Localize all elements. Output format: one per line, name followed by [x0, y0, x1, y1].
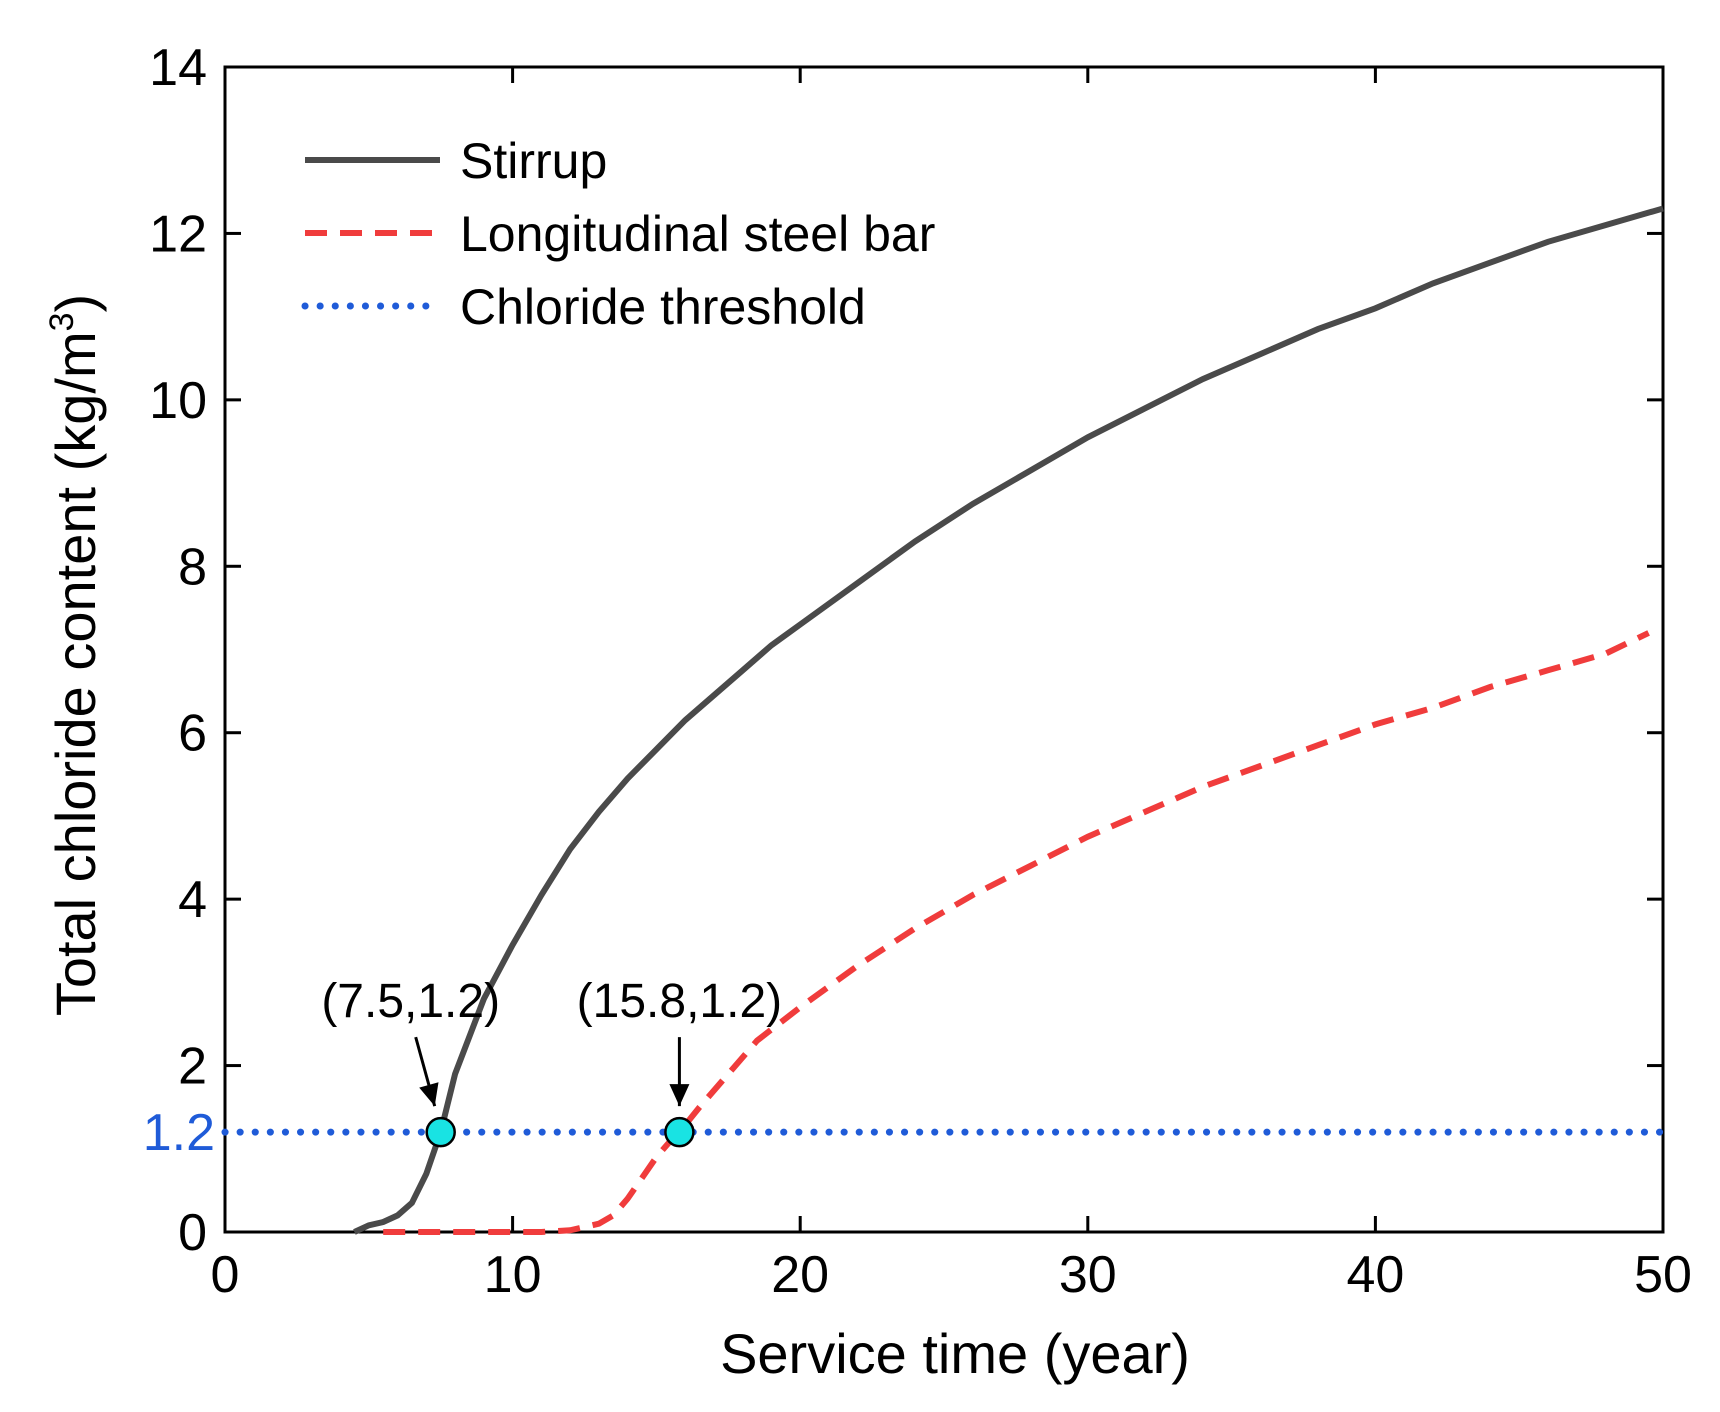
y-tick-label: 2 — [178, 1038, 207, 1096]
x-tick-label: 50 — [1634, 1246, 1692, 1304]
x-tick-label: 0 — [211, 1246, 240, 1304]
y-tick-label: 10 — [149, 372, 207, 430]
y-tick-label: 4 — [178, 871, 207, 929]
annotation-label: (7.5,1.2) — [321, 975, 500, 1028]
x-axis-title: Service time (year) — [720, 1322, 1190, 1385]
annotation-arrow-head — [419, 1082, 439, 1107]
threshold-marker-point — [425, 1116, 456, 1148]
x-tick-label: 40 — [1346, 1246, 1404, 1304]
threshold-marker-point — [664, 1116, 695, 1148]
y-axis-title: Total chloride content (kg/m3) — [43, 294, 107, 1016]
plot-frame — [223, 65, 1665, 1234]
y-tick-label: 8 — [178, 538, 207, 596]
legend-label: Longitudinal steel bar — [460, 206, 935, 262]
y-tick-label: 6 — [178, 705, 207, 763]
annotation-arrow-head — [669, 1084, 690, 1107]
legend-label: Stirrup — [460, 133, 607, 189]
annotation-label: (15.8,1.2) — [577, 975, 782, 1028]
threshold-value-label: 1.2 — [143, 1104, 215, 1162]
y-axis-title-superscript: 3 — [43, 312, 81, 331]
y-axis-title-main: Total chloride content (kg/m — [44, 331, 107, 1016]
legend: Stirrup Longitudinal steel bar Chloride th… — [301, 133, 935, 335]
marker-layer: (7.5,1.2) (15.8,1.2) — [321, 975, 782, 1148]
axes-layer: 0 10 20 30 40 50 0 2 4 6 8 10 12 14 1.2 — [143, 39, 1692, 1304]
series-line-longitudinal-steel-bar — [383, 630, 1650, 1235]
legend-label: Chloride threshold — [460, 279, 866, 335]
x-tick-label: 30 — [1059, 1246, 1117, 1304]
series-layer — [221, 205, 1667, 1235]
x-tick-label: 20 — [771, 1246, 829, 1304]
y-axis-title-close: ) — [44, 294, 107, 313]
y-tick-label: 0 — [178, 1204, 207, 1262]
y-tick-label: 12 — [149, 205, 207, 263]
series-line-stirrup — [353, 205, 1664, 1235]
x-tick-label: 10 — [484, 1246, 542, 1304]
y-tick-label: 14 — [149, 39, 207, 97]
